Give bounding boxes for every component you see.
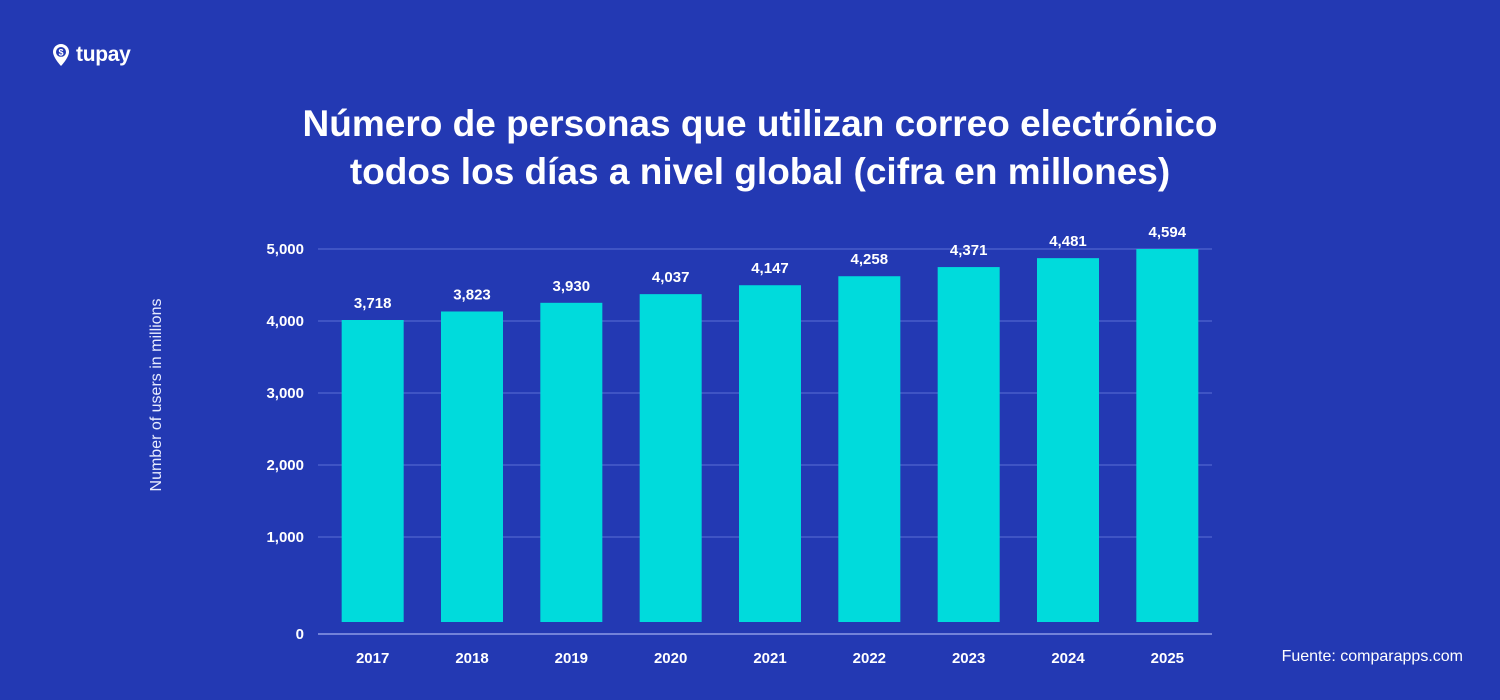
x-tick-label: 2023 [952, 650, 985, 667]
bar [441, 311, 503, 622]
y-tick-label: 4,000 [266, 313, 304, 330]
x-tick-label: 2017 [356, 650, 389, 667]
x-tick-label: 2021 [753, 650, 786, 667]
location-pin-icon: $ [53, 44, 69, 66]
bar-value-label: 3,823 [453, 286, 491, 303]
source-note: Fuente: comparapps.com [1281, 648, 1463, 665]
y-tick-label: 2,000 [266, 457, 304, 474]
chart-title: Número de personas que utilizan correo e… [0, 100, 1500, 196]
x-tick-label: 2020 [654, 650, 687, 667]
bar [1136, 249, 1199, 622]
bar [739, 285, 801, 622]
chart-title-line-1: Número de personas que utilizan correo e… [302, 103, 1218, 144]
y-axis-ticks: 0 1,000 2,000 3,000 4,000 5,000 [266, 241, 304, 643]
y-tick-label: 5,000 [266, 241, 304, 258]
x-tick-label: 2025 [1151, 650, 1184, 667]
bar [540, 302, 603, 622]
y-tick-label: 0 [296, 626, 304, 643]
bar-value-label: 3,718 [354, 295, 392, 312]
x-tick-label: 2018 [455, 650, 488, 667]
bars [341, 249, 1199, 622]
x-axis-ticks: 2017 2018 2019 2020 2021 2022 2023 2024 2025 [356, 650, 1184, 667]
x-tick-label: 2019 [555, 650, 588, 667]
brand-name: tupay [76, 43, 131, 66]
brand-logo: $ tupay [52, 43, 131, 67]
bar-value-label: 4,037 [652, 269, 690, 286]
y-tick-label: 1,000 [266, 529, 304, 546]
bar-value-label: 3,930 [553, 278, 591, 295]
chart-title-line-2: todos los días a nivel global (cifra en … [349, 151, 1171, 192]
bar-value-label: 4,371 [950, 242, 988, 259]
bar-value-label: 4,147 [751, 260, 789, 277]
svg-text:$: $ [58, 48, 63, 58]
bar-value-label: 4,481 [1049, 233, 1087, 250]
y-tick-label: 3,000 [266, 385, 304, 402]
bar-value-label: 4,594 [1149, 224, 1187, 241]
x-tick-label: 2024 [1051, 650, 1085, 667]
bar [1037, 258, 1099, 622]
value-labels: 3,718 3,823 3,930 4,037 4,147 4,258 4,371 4,481… [354, 224, 1187, 312]
bar [639, 294, 702, 622]
bar [341, 320, 404, 622]
bar [838, 276, 901, 622]
bar [937, 267, 1000, 622]
x-tick-label: 2022 [853, 650, 886, 667]
bar-value-label: 4,258 [851, 251, 889, 268]
